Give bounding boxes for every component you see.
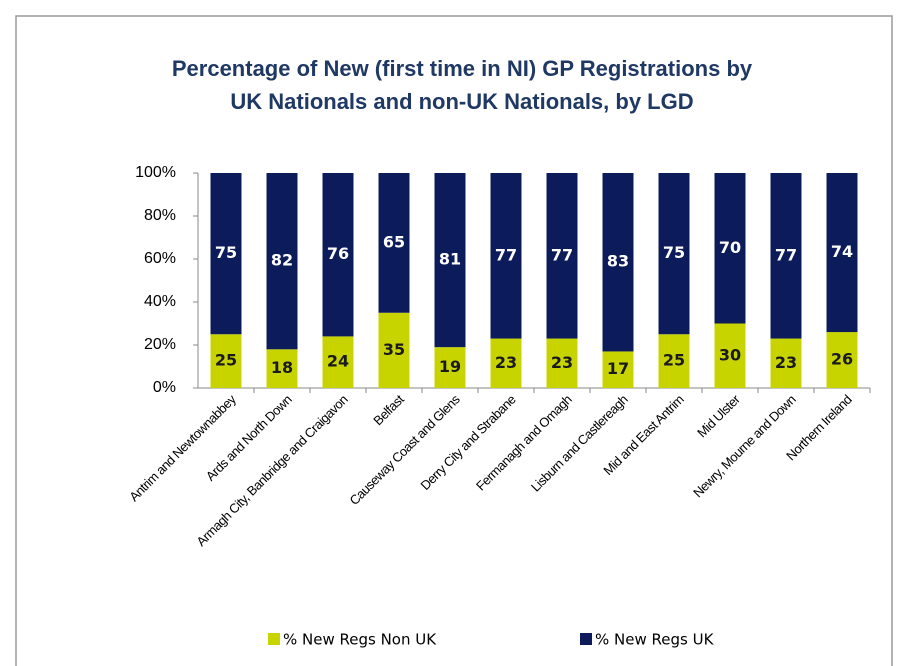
legend-swatch: [268, 633, 280, 645]
data-label: 23: [495, 353, 517, 372]
bar-segment: [322, 336, 354, 388]
data-label: 77: [495, 245, 517, 264]
data-label: 19: [439, 357, 461, 376]
bar-segment: [826, 173, 858, 333]
bar-segment: [210, 334, 242, 388]
y-tick-label: 100%: [135, 164, 176, 181]
data-label: 23: [775, 353, 797, 372]
y-tick-label: 60%: [144, 250, 176, 267]
data-label: 25: [215, 351, 237, 370]
data-label: 76: [327, 244, 349, 263]
bar-segment: [210, 173, 242, 335]
bar-segment: [266, 173, 298, 350]
bar-segment: [546, 173, 578, 339]
y-tick-label: 40%: [144, 293, 176, 310]
bar-segment: [770, 173, 802, 339]
y-tick-label: 80%: [144, 207, 176, 224]
data-label: 75: [215, 243, 237, 262]
legend-swatch: [580, 633, 592, 645]
bar-segment: [322, 173, 354, 337]
bar-segment: [602, 351, 634, 388]
bar-segment: [546, 338, 578, 388]
data-label: 70: [719, 238, 741, 257]
data-label: 35: [383, 340, 405, 359]
bar-segment: [434, 347, 466, 388]
data-label: 65: [383, 232, 405, 251]
data-label: 17: [607, 359, 629, 378]
bar-segment: [602, 173, 634, 352]
data-label: 77: [551, 245, 573, 264]
data-label: 77: [775, 245, 797, 264]
bar-segment: [770, 338, 802, 388]
data-label: 75: [663, 243, 685, 262]
bar-segment: [490, 173, 522, 339]
bar-segment: [378, 173, 410, 313]
bar-segment: [434, 173, 466, 348]
chart-title: Percentage of New (first time in NI) GP …: [172, 56, 753, 81]
legend-label: % New Regs Non UK: [283, 631, 437, 649]
bar-segment: [658, 173, 690, 335]
data-label: 18: [271, 358, 293, 377]
data-label: 30: [719, 345, 741, 364]
y-tick-label: 0%: [153, 379, 176, 396]
data-label: 23: [551, 353, 573, 372]
data-label: 25: [663, 351, 685, 370]
bar-segment: [714, 323, 746, 388]
data-label: 82: [271, 251, 293, 270]
data-label: 26: [831, 350, 853, 369]
data-label: 81: [439, 250, 461, 269]
data-label: 83: [607, 252, 629, 271]
data-label: 74: [831, 242, 853, 261]
bar-segment: [826, 332, 858, 388]
bar-segment: [266, 349, 298, 388]
bar-segment: [490, 338, 522, 388]
data-label: 24: [327, 352, 349, 371]
bar-segment: [714, 173, 746, 324]
legend-label: % New Regs UK: [595, 631, 715, 649]
bar-segment: [378, 312, 410, 388]
chart-title: UK Nationals and non-UK Nationals, by LG…: [230, 89, 693, 114]
y-tick-label: 20%: [144, 336, 176, 353]
bar-segment: [658, 334, 690, 388]
